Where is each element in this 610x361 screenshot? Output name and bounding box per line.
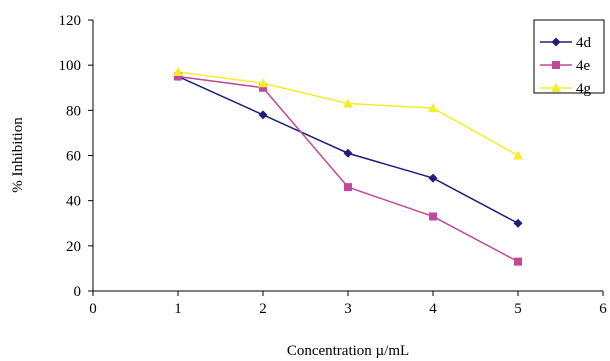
legend-label-4g: 4g [576,81,592,97]
y-tick-label: 40 [66,194,81,210]
legend-marker-4d [551,37,561,47]
data-point-4g [258,78,268,88]
x-tick-label: 1 [174,301,182,317]
legend-marker-4e [552,61,560,69]
y-axis-title: % Inhibition [10,117,26,193]
y-tick-label: 80 [66,103,81,119]
data-point-4e [259,83,267,92]
data-point-4g [343,98,353,108]
legend-label-4e: 4e [576,58,591,74]
x-tick-label: 2 [259,301,267,317]
data-point-4d [258,110,268,120]
x-axis-ticks: 0 1 2 3 4 5 6 [89,291,607,317]
data-point-4g [428,103,438,113]
y-tick-label: 0 [74,284,82,300]
series-line-4g [177,71,519,157]
plot-area: 0 1 2 3 4 5 6 0 20 40 60 80 100 120 [59,13,608,317]
x-tick-label: 6 [599,301,607,317]
x-axis-title: Concentration µ/mL [287,343,409,359]
series-markers [173,66,523,266]
data-point-4e [344,183,352,192]
y-tick-label: 20 [66,239,81,255]
data-point-4d [513,218,523,228]
x-tick-label: 4 [429,301,437,317]
data-point-4d [343,148,353,158]
legend-marker-4g [551,83,561,92]
legend-label-4d: 4d [576,35,592,51]
data-point-4g [513,150,523,160]
x-tick-label: 5 [514,301,522,317]
legend: 4d 4e 4g [533,19,605,97]
data-point-4e [514,257,522,266]
data-point-4d [428,173,438,183]
y-tick-label: 60 [66,149,81,165]
data-point-4e [429,212,437,221]
x-tick-label: 3 [344,301,352,317]
legend-items: 4d 4e 4g [540,35,592,97]
y-tick-label: 100 [59,58,82,74]
y-axis-ticks: 0 20 40 60 80 100 120 [59,13,93,300]
y-tick-label: 120 [59,13,82,29]
legend-box [533,19,605,94]
data-point-4e [174,72,182,81]
x-tick-label: 0 [89,301,97,317]
data-point-4g [173,66,183,76]
